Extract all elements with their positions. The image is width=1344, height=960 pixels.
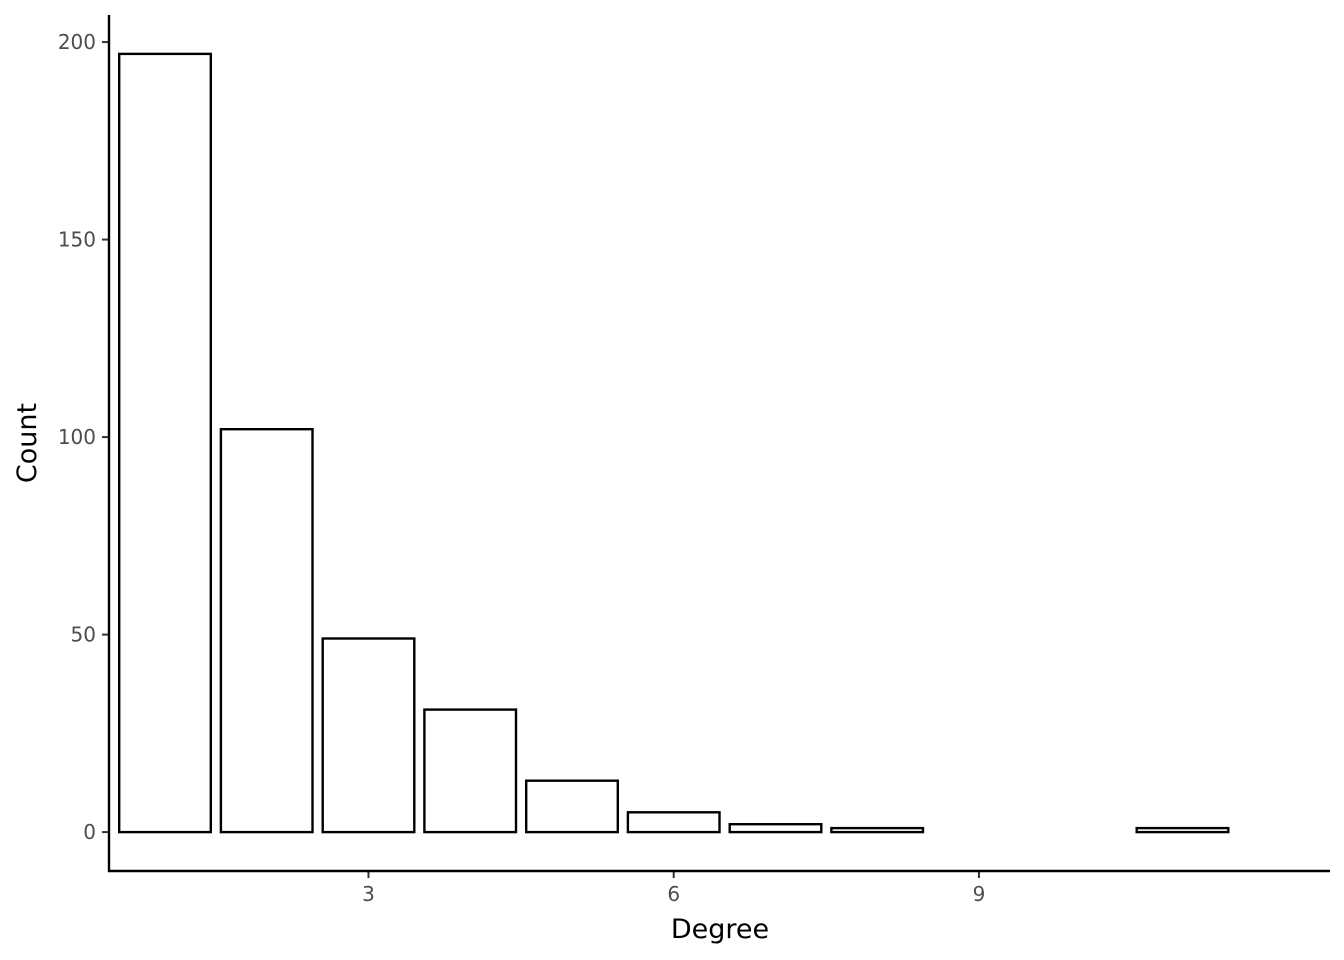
y-axis-title: Count xyxy=(12,403,43,483)
bar-degree-1 xyxy=(117,52,212,834)
y-tick-label: 50 xyxy=(71,623,96,647)
x-tick-label: 3 xyxy=(362,882,375,906)
bar-degree-3 xyxy=(321,637,416,834)
bar-degree-8 xyxy=(830,826,925,834)
y-tick-label: 0 xyxy=(83,820,96,844)
x-axis-ticks: 3 6 9 xyxy=(362,871,985,906)
bar-degree-6 xyxy=(626,811,721,834)
x-tick-label: 6 xyxy=(667,882,680,906)
y-axis-ticks: 0 50 100 150 200 xyxy=(58,30,109,844)
bar-degree-5 xyxy=(525,779,620,834)
x-axis-title: Degree xyxy=(671,914,769,945)
bars-layer xyxy=(117,52,1230,834)
bar-degree-2 xyxy=(219,428,314,834)
x-tick-label: 9 xyxy=(973,882,986,906)
bar-degree-11 xyxy=(1135,826,1230,834)
bar-degree-4 xyxy=(423,708,518,834)
bar-degree-7 xyxy=(728,823,823,834)
y-tick-label: 100 xyxy=(58,425,96,449)
y-tick-label: 150 xyxy=(58,228,96,252)
y-tick-label: 200 xyxy=(58,30,96,54)
